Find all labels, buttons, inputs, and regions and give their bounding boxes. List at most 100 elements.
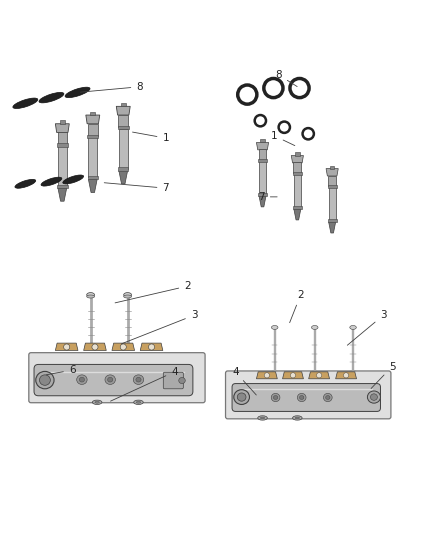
FancyBboxPatch shape [232, 384, 381, 411]
Polygon shape [58, 188, 67, 201]
FancyBboxPatch shape [163, 372, 184, 389]
Polygon shape [119, 171, 127, 184]
Polygon shape [291, 156, 304, 163]
Polygon shape [55, 343, 78, 351]
Ellipse shape [323, 393, 332, 402]
Bar [58, 146, 67, 186]
Bar [295, 152, 300, 156]
Circle shape [264, 373, 269, 378]
Ellipse shape [367, 391, 381, 403]
Ellipse shape [237, 393, 246, 401]
Ellipse shape [13, 98, 38, 109]
Polygon shape [112, 343, 134, 351]
Ellipse shape [133, 375, 144, 384]
Text: 3: 3 [347, 310, 387, 345]
Bar [328, 185, 336, 188]
Ellipse shape [105, 375, 116, 384]
Bar [119, 128, 127, 168]
Bar [330, 166, 334, 168]
Polygon shape [116, 107, 130, 115]
Text: 4: 4 [232, 367, 256, 395]
Bar [118, 115, 128, 127]
Text: 1: 1 [271, 131, 295, 146]
Bar [293, 163, 301, 173]
Ellipse shape [272, 326, 278, 329]
Bar [258, 193, 267, 196]
Ellipse shape [293, 416, 302, 420]
Text: 5: 5 [371, 361, 396, 389]
Ellipse shape [325, 395, 330, 399]
Text: 6: 6 [46, 365, 75, 375]
Text: 2: 2 [115, 281, 191, 303]
Ellipse shape [136, 377, 141, 382]
Circle shape [343, 373, 349, 378]
Ellipse shape [371, 394, 378, 400]
Polygon shape [283, 372, 304, 379]
Bar [57, 184, 67, 188]
Ellipse shape [79, 377, 85, 382]
Ellipse shape [92, 400, 102, 405]
Bar [259, 161, 266, 195]
Polygon shape [88, 180, 97, 192]
Polygon shape [336, 372, 357, 379]
Bar [293, 206, 302, 209]
Bar [258, 159, 267, 161]
Ellipse shape [87, 293, 95, 297]
Bar [293, 172, 302, 175]
Ellipse shape [124, 295, 131, 298]
Ellipse shape [124, 293, 131, 297]
Text: 2: 2 [290, 290, 304, 322]
Ellipse shape [260, 417, 265, 419]
Ellipse shape [350, 326, 356, 329]
Ellipse shape [65, 87, 90, 98]
Polygon shape [256, 142, 268, 150]
Text: 7: 7 [104, 183, 169, 193]
Ellipse shape [300, 395, 304, 399]
Ellipse shape [108, 377, 113, 382]
Text: 8: 8 [80, 82, 143, 92]
Bar [88, 124, 98, 136]
Ellipse shape [136, 401, 141, 403]
Text: 8: 8 [276, 70, 297, 86]
Bar [60, 120, 65, 124]
Ellipse shape [95, 401, 99, 403]
Bar [57, 133, 67, 144]
Bar [328, 187, 336, 221]
Bar [57, 143, 68, 147]
Ellipse shape [36, 372, 54, 389]
Ellipse shape [179, 377, 185, 384]
Bar [88, 137, 97, 177]
Ellipse shape [87, 295, 95, 298]
Polygon shape [55, 124, 69, 133]
Text: 3: 3 [121, 310, 198, 344]
Polygon shape [328, 222, 336, 233]
Bar [260, 140, 265, 142]
Ellipse shape [258, 416, 267, 420]
Ellipse shape [15, 180, 36, 188]
Circle shape [92, 344, 98, 350]
FancyBboxPatch shape [29, 353, 205, 403]
Ellipse shape [271, 393, 280, 402]
Ellipse shape [63, 175, 84, 184]
Circle shape [64, 344, 70, 350]
Bar [87, 135, 99, 138]
Polygon shape [309, 372, 329, 379]
Polygon shape [256, 372, 277, 379]
Polygon shape [294, 209, 301, 220]
Ellipse shape [273, 395, 278, 399]
Ellipse shape [234, 390, 250, 405]
Bar [120, 103, 126, 107]
Circle shape [290, 373, 296, 378]
Bar [88, 176, 98, 180]
Polygon shape [84, 343, 106, 351]
Circle shape [317, 373, 322, 378]
Polygon shape [326, 168, 338, 176]
Ellipse shape [39, 375, 50, 385]
Ellipse shape [39, 92, 64, 103]
Ellipse shape [295, 417, 300, 419]
Polygon shape [259, 196, 266, 207]
Bar [294, 174, 301, 208]
Polygon shape [140, 343, 163, 351]
Ellipse shape [77, 375, 87, 384]
Text: 4: 4 [110, 367, 178, 401]
